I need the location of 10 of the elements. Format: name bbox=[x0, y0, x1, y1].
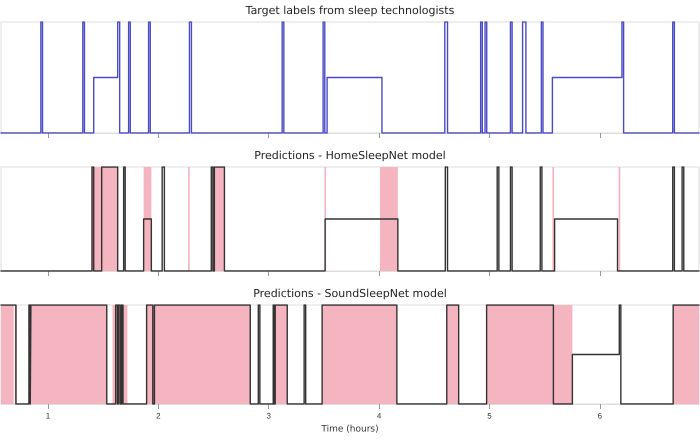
x-axis-title: Time (hours) bbox=[320, 424, 379, 434]
chart-title: Predictions - SoundSleepNet model bbox=[253, 287, 447, 300]
chart-title: Target labels from sleep technologists bbox=[244, 4, 455, 17]
x-tick-label: 3 bbox=[266, 412, 272, 420]
x-tick-label: 2 bbox=[156, 412, 162, 420]
chart-title: Predictions - HomeSleepNet model bbox=[254, 149, 446, 162]
x-tick-label: 1 bbox=[46, 412, 51, 420]
x-tick-label: 5 bbox=[487, 412, 492, 420]
x-tick-label: 6 bbox=[598, 412, 603, 420]
x-tick-label: 4 bbox=[376, 412, 382, 420]
